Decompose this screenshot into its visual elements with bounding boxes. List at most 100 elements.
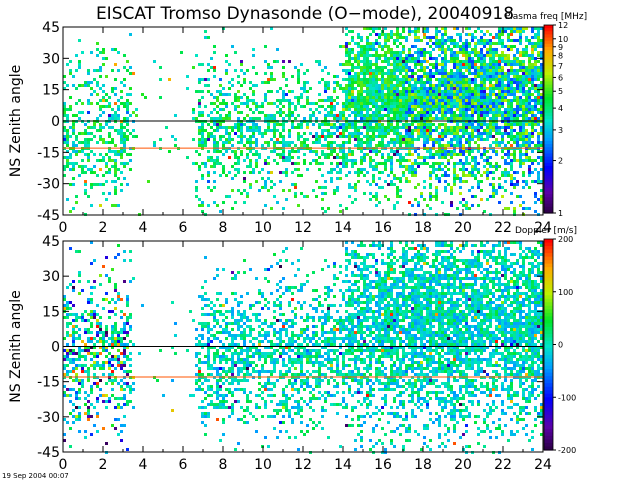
colorbar-label: Doppler [m/s] <box>515 226 577 236</box>
colorbar-segment <box>544 81 553 86</box>
colorbar-segment <box>544 326 553 332</box>
colorbar-segment <box>544 166 553 170</box>
y-tick-label: -15 <box>37 145 60 161</box>
x-tick-label: 24 <box>534 457 552 473</box>
colorbar-segment <box>544 78 553 82</box>
colorbar-segment <box>544 43 553 48</box>
colorbar-tick-label: -100 <box>558 393 576 402</box>
colorbar-segment <box>544 125 553 129</box>
colorbar-segment <box>544 134 553 139</box>
colorbar-segment <box>544 159 553 164</box>
colorbar-segment <box>544 112 553 117</box>
y-tick-label: 15 <box>42 304 60 320</box>
colorbar-segment <box>544 295 553 300</box>
colorbar-segment <box>544 397 553 402</box>
colorbar-segment <box>544 260 553 265</box>
x-tick-label: 12 <box>294 457 312 473</box>
colorbar-segment <box>544 421 553 426</box>
colorbar-segment <box>544 122 553 126</box>
colorbar-segment <box>544 312 553 317</box>
colorbar-segment <box>544 181 553 186</box>
x-tick-label: 8 <box>219 220 228 236</box>
colorbar-segment <box>544 414 553 419</box>
x-tick-label: 0 <box>59 220 68 236</box>
colorbar-segment <box>544 351 553 356</box>
y-tick-label: 0 <box>51 340 60 356</box>
y-tick-label: -45 <box>37 208 60 224</box>
colorbar-segment <box>544 31 553 35</box>
colorbar-tick-label: 8 <box>558 52 563 61</box>
colorbar-segment <box>544 369 553 374</box>
colorbar-segment <box>544 309 553 314</box>
colorbar-segment <box>544 200 553 205</box>
colorbar: Doppler [m/s]200 100 0 -100 -200 <box>515 226 577 455</box>
colorbar-segment <box>544 263 553 268</box>
colorbar-segment <box>544 281 553 286</box>
colorbar-segment <box>544 191 553 195</box>
colorbar-tick-label: 100 <box>558 288 573 297</box>
colorbar-segment <box>544 59 553 64</box>
x-tick-label: 20 <box>454 457 472 473</box>
x-tick-label: 6 <box>179 220 188 236</box>
colorbar-segment <box>544 302 553 307</box>
colorbar-tick-label: 6 <box>558 73 563 82</box>
data-cloud <box>63 241 543 454</box>
colorbar-tick-label: 7 <box>558 62 563 71</box>
colorbar-segment <box>544 288 553 293</box>
colorbar-segment <box>544 355 553 360</box>
colorbar-segment <box>544 153 553 158</box>
y-axis-label: NS Zenith angle <box>8 290 24 402</box>
plot-panel-2: 0 2 4 6 8 10 12 14 16 18 20 22 244530150-15-30-45NS … <box>8 226 577 473</box>
colorbar-segment <box>544 432 553 437</box>
x-tick-label: 10 <box>254 457 272 473</box>
colorbar-segment <box>544 372 553 377</box>
colorbar-segment <box>544 291 553 296</box>
colorbar-segment <box>544 365 553 370</box>
colorbar-segment <box>544 150 553 155</box>
colorbar-segment <box>544 131 553 136</box>
colorbar-segment <box>544 187 553 192</box>
colorbar-segment <box>544 90 553 95</box>
colorbar-segment <box>544 418 553 423</box>
colorbar-segment <box>544 184 553 189</box>
colorbar-segment <box>544 162 553 167</box>
colorbar-segment <box>544 75 553 79</box>
colorbar-segment <box>544 206 553 211</box>
colorbar-frame <box>543 24 554 214</box>
y-tick-label: 15 <box>42 83 60 99</box>
colorbar-segment <box>544 348 553 353</box>
colorbar-tick-label: 3 <box>558 126 563 135</box>
colorbar-segment <box>544 390 553 395</box>
y-tick-label: 45 <box>42 234 60 250</box>
y-tick-label: 0 <box>51 114 60 130</box>
plot-panels: 0 2 4 6 8 10 12 14 16 18 20 22 244530150-15-30-45NS … <box>8 12 587 473</box>
colorbar-segment <box>544 284 553 289</box>
colorbar-tick-label: 5 <box>558 87 563 96</box>
x-tick-label: 8 <box>219 457 228 473</box>
colorbar-segment <box>544 393 553 398</box>
colorbar-segment <box>544 62 553 67</box>
x-tick-label: 14 <box>334 457 352 473</box>
colorbar-segment <box>544 435 553 441</box>
colorbar-segment <box>544 246 553 251</box>
x-tick-label: 10 <box>254 220 272 236</box>
x-tick-label: 14 <box>334 220 352 236</box>
colorbar-segment <box>544 50 553 54</box>
colorbar-segment <box>544 446 553 451</box>
colorbar-segment <box>544 383 553 388</box>
colorbar-segment <box>544 316 553 321</box>
colorbar-segment <box>544 319 553 324</box>
colorbar-segment <box>544 197 553 202</box>
colorbar-segment <box>544 379 553 384</box>
colorbar-tick-label: 2 <box>558 157 563 166</box>
x-tick-label: 12 <box>294 220 312 236</box>
chart-title: EISCAT Tromso Dynasonde (O−mode), 200409… <box>96 4 514 24</box>
colorbar-segment <box>544 25 553 29</box>
colorbar-segment <box>544 277 553 282</box>
colorbar-segment <box>544 340 553 346</box>
colorbar-segment <box>544 330 553 335</box>
colorbar-segment <box>544 344 553 349</box>
colorbar-segment <box>544 400 553 405</box>
